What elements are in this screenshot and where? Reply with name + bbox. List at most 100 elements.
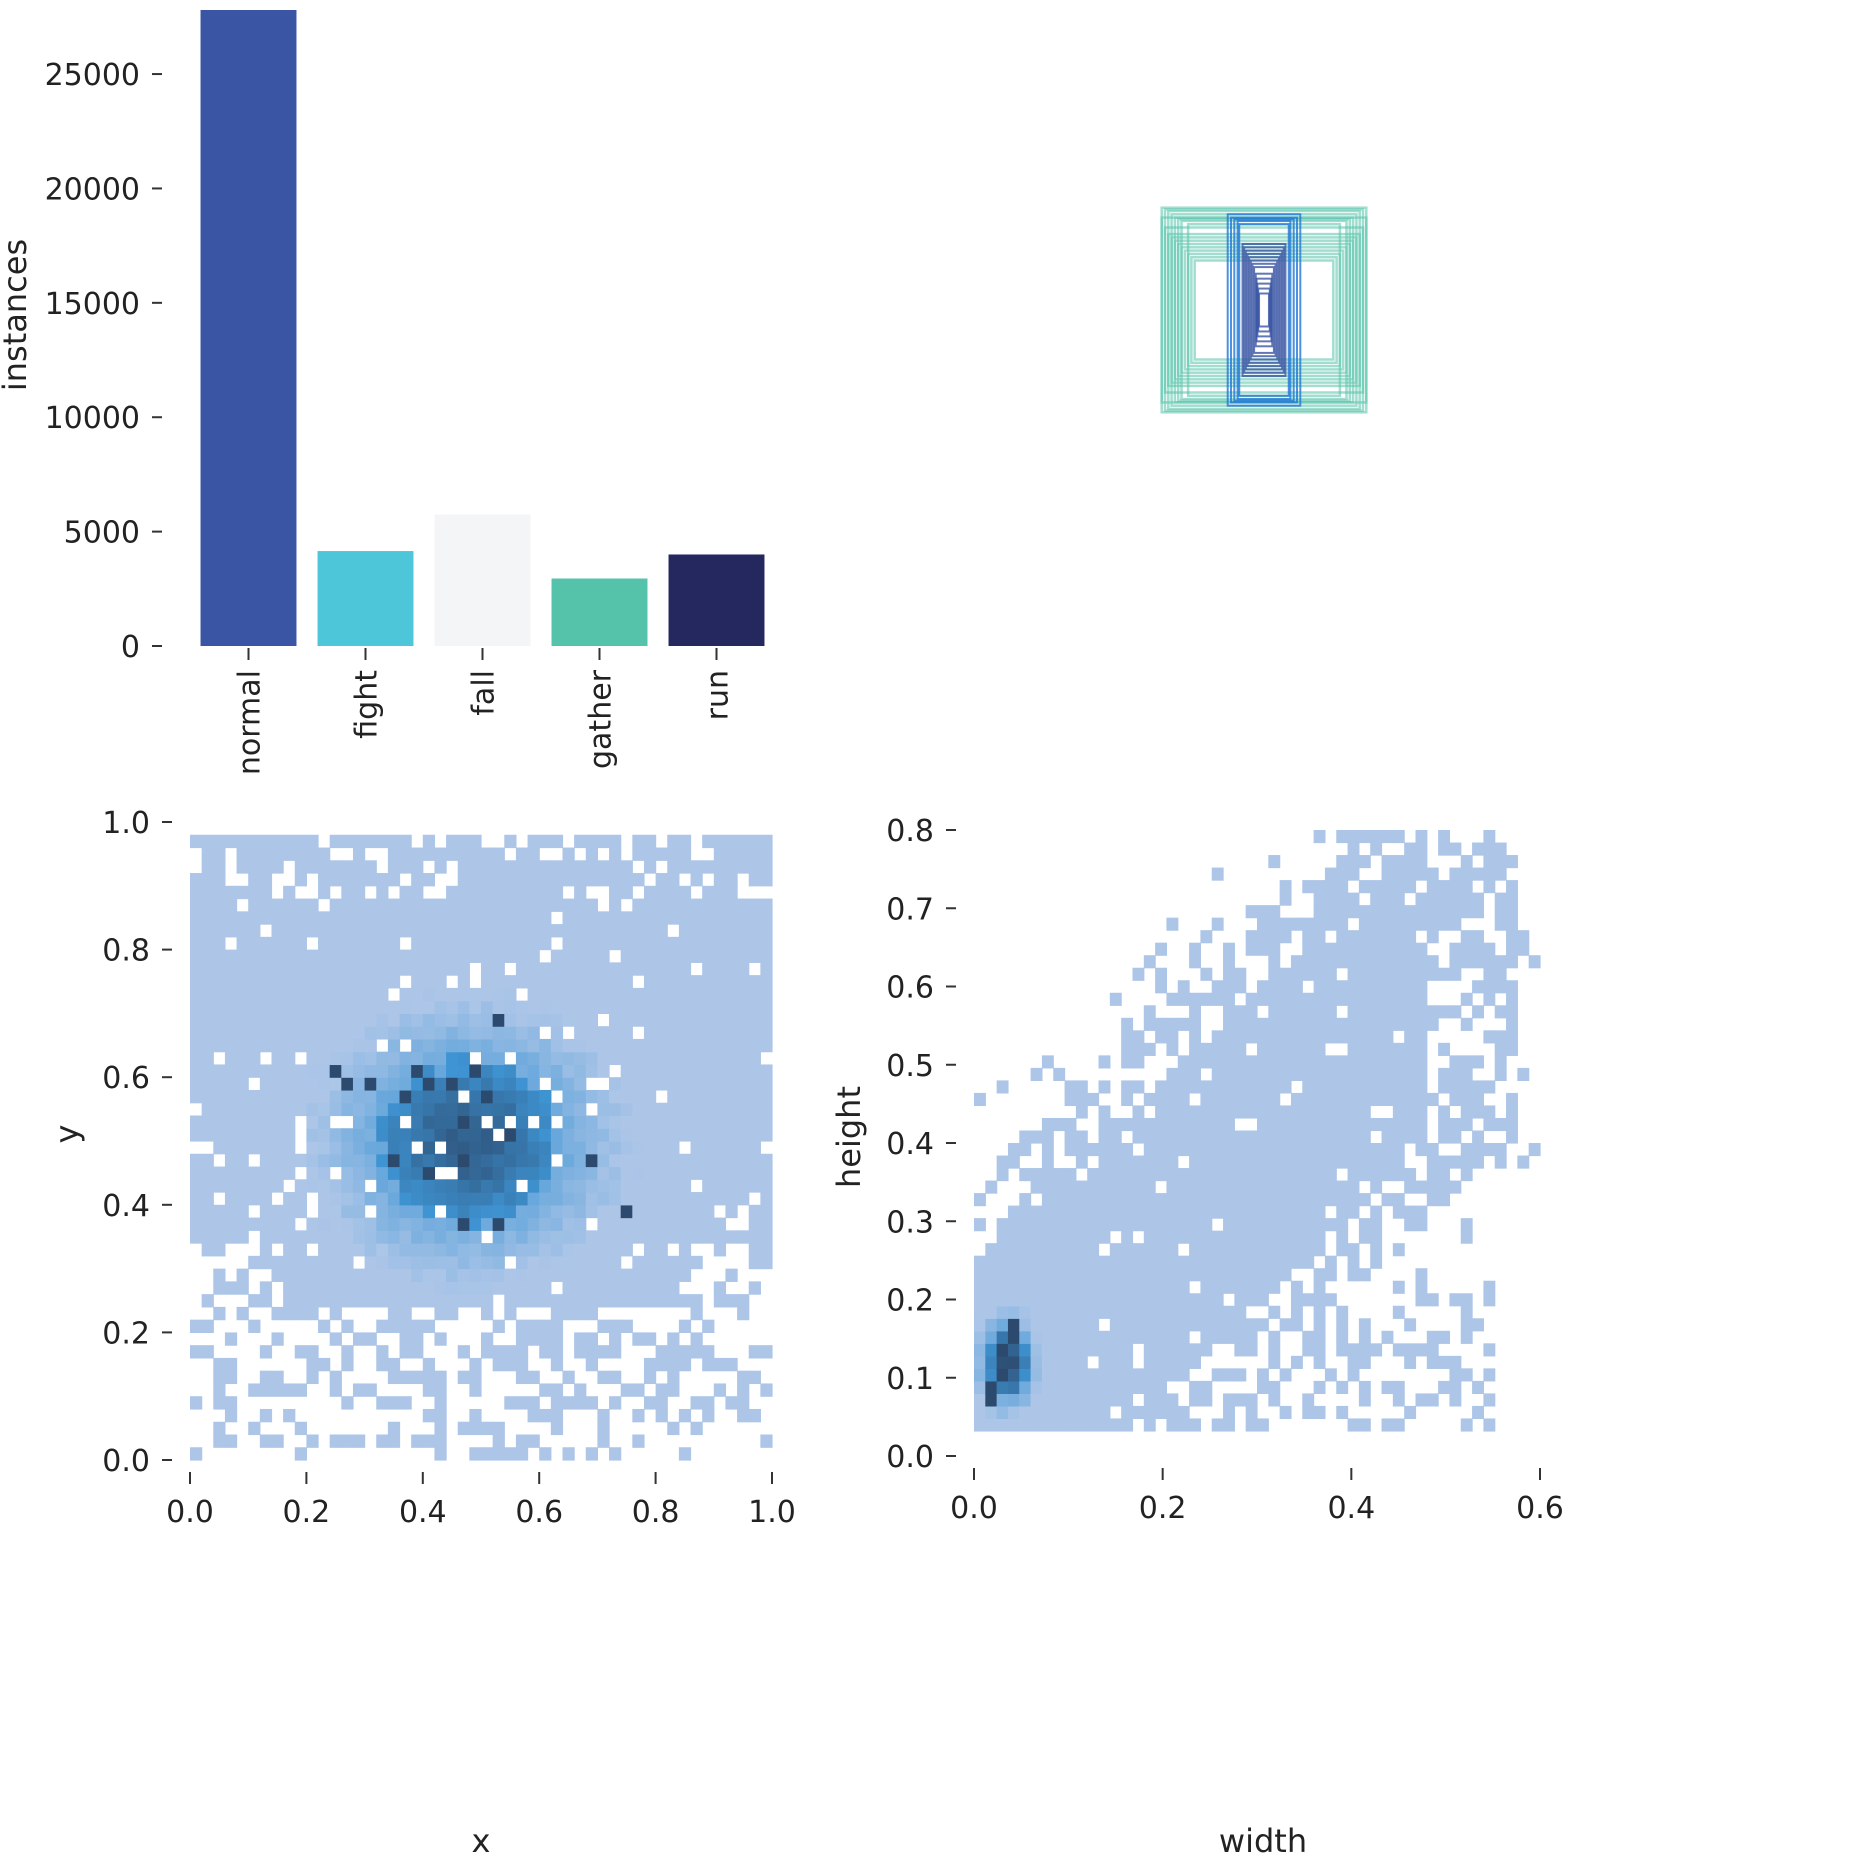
heatmap-cell [667, 1026, 680, 1040]
heatmap-cell [562, 1013, 575, 1027]
heatmap-y-tick-label: 0.7 [886, 892, 934, 927]
heatmap-cell [1121, 1055, 1134, 1069]
heatmap-cell [748, 987, 761, 1002]
heatmap-cell [1166, 1230, 1179, 1244]
heatmap-cell [737, 1102, 750, 1117]
heatmap-cell [609, 911, 622, 925]
heatmap-cell [259, 1383, 273, 1397]
heatmap-cell [457, 1294, 470, 1308]
heatmap-cell [1415, 1017, 1428, 1031]
heatmap-cell [1189, 1130, 1201, 1144]
heatmap-cell [1019, 1143, 1032, 1157]
heatmap-cell [1494, 892, 1507, 906]
heatmap-cell [702, 1204, 715, 1219]
heatmap-cell [1098, 1193, 1111, 1207]
heatmap-cell [1392, 1017, 1405, 1031]
heatmap-cell [725, 1013, 738, 1027]
heatmap-cell [1358, 1268, 1371, 1282]
heatmap-cell [481, 1332, 494, 1346]
heatmap-cell [655, 1281, 668, 1295]
heatmap-cell [539, 1128, 552, 1142]
heatmap-cell [1449, 880, 1462, 894]
heatmap-cell [306, 860, 319, 874]
heatmap-cell [1268, 1117, 1281, 1132]
heatmap-cell [1109, 1117, 1122, 1132]
heatmap-cell [748, 1141, 761, 1155]
heatmap-cell [1098, 1218, 1111, 1232]
heatmap-cell [539, 1281, 552, 1295]
heatmap-cell [1324, 1155, 1337, 1169]
heatmap-cell [1415, 1205, 1428, 1219]
heatmap-cell [1030, 1205, 1043, 1219]
heatmap-cell [1257, 1380, 1269, 1394]
heatmap-cell [1109, 1305, 1122, 1319]
heatmap-cell [376, 1102, 389, 1117]
heatmap-cell [1404, 880, 1417, 894]
heatmap-cell [562, 873, 575, 887]
heatmap-cell [492, 873, 505, 887]
heatmap-cell [1019, 1243, 1032, 1257]
heatmap-cell [387, 975, 401, 989]
heatmap-cell [725, 1179, 738, 1193]
heatmap-cell [1449, 1080, 1462, 1094]
heatmap-cell [294, 1383, 307, 1397]
heatmap-cell [201, 1102, 214, 1117]
heatmap-cell [236, 1089, 249, 1104]
heatmap-cell [329, 911, 342, 925]
heatmap-cell [1302, 1042, 1315, 1056]
heatmap-cell [1211, 1092, 1224, 1107]
heatmap-cell [1392, 1418, 1405, 1432]
heatmap-cell [469, 834, 482, 849]
heatmap-cell [248, 1192, 261, 1206]
heatmap-cell [1460, 1218, 1473, 1232]
heatmap-cell [1257, 1180, 1269, 1194]
heatmap-cell [748, 1345, 761, 1359]
heatmap-cell [1472, 905, 1484, 919]
heatmap-cell [1426, 1155, 1439, 1169]
heatmap-cell [352, 834, 366, 849]
heatmap-cell [690, 1077, 703, 1091]
heatmap-cell [643, 860, 657, 874]
heatmap-cell [411, 1268, 424, 1282]
heatmap-cell [318, 1013, 331, 1027]
heatmap-cell [271, 975, 284, 989]
heatmap-cell [655, 1000, 668, 1014]
heatmap-cell [678, 1115, 692, 1129]
heatmap-cell [271, 936, 284, 951]
heatmap-cell [271, 1434, 284, 1448]
heatmap-cell [1223, 1230, 1235, 1244]
heatmap-cell [655, 1026, 668, 1040]
heatmap-cell [376, 1077, 389, 1091]
heatmap-cell [643, 924, 657, 938]
heatmap-cell [996, 1305, 1009, 1319]
heatmap-cell [1132, 1105, 1145, 1119]
heatmap-cell [527, 1281, 540, 1295]
heatmap-cell [1483, 1117, 1496, 1132]
heatmap-cell [1177, 1130, 1190, 1144]
heatmap-cell [1245, 1105, 1258, 1119]
heatmap-cell [1109, 1255, 1122, 1269]
heatmap-cell [341, 1268, 354, 1282]
heatmap-cell [1041, 1318, 1054, 1332]
heatmap-cell [550, 1230, 564, 1244]
heatmap-cell [643, 1396, 657, 1410]
heatmap-cell [1075, 1180, 1088, 1194]
heatmap-cell [1223, 1405, 1235, 1420]
heatmap-cell [974, 1305, 986, 1319]
heatmap-cell [224, 834, 238, 849]
heatmap-cell [1313, 1318, 1326, 1332]
heatmap-cell [1075, 1130, 1088, 1144]
heatmap-cell [632, 936, 645, 951]
heatmap-cell [1155, 1280, 1168, 1294]
heatmap-cell [446, 1000, 459, 1014]
heatmap-cell [1064, 1418, 1077, 1432]
heatmap-cell [446, 1192, 459, 1206]
heatmap-cell [1132, 1168, 1145, 1182]
heatmap-cell [1007, 1230, 1020, 1244]
heatmap-cell [609, 1013, 622, 1027]
heatmap-cell [1438, 1105, 1451, 1119]
heatmap-cell [422, 847, 436, 861]
heatmap-cell [1155, 1080, 1168, 1094]
box-overlay-panel [1160, 206, 1368, 414]
heatmap-cell [329, 873, 342, 887]
